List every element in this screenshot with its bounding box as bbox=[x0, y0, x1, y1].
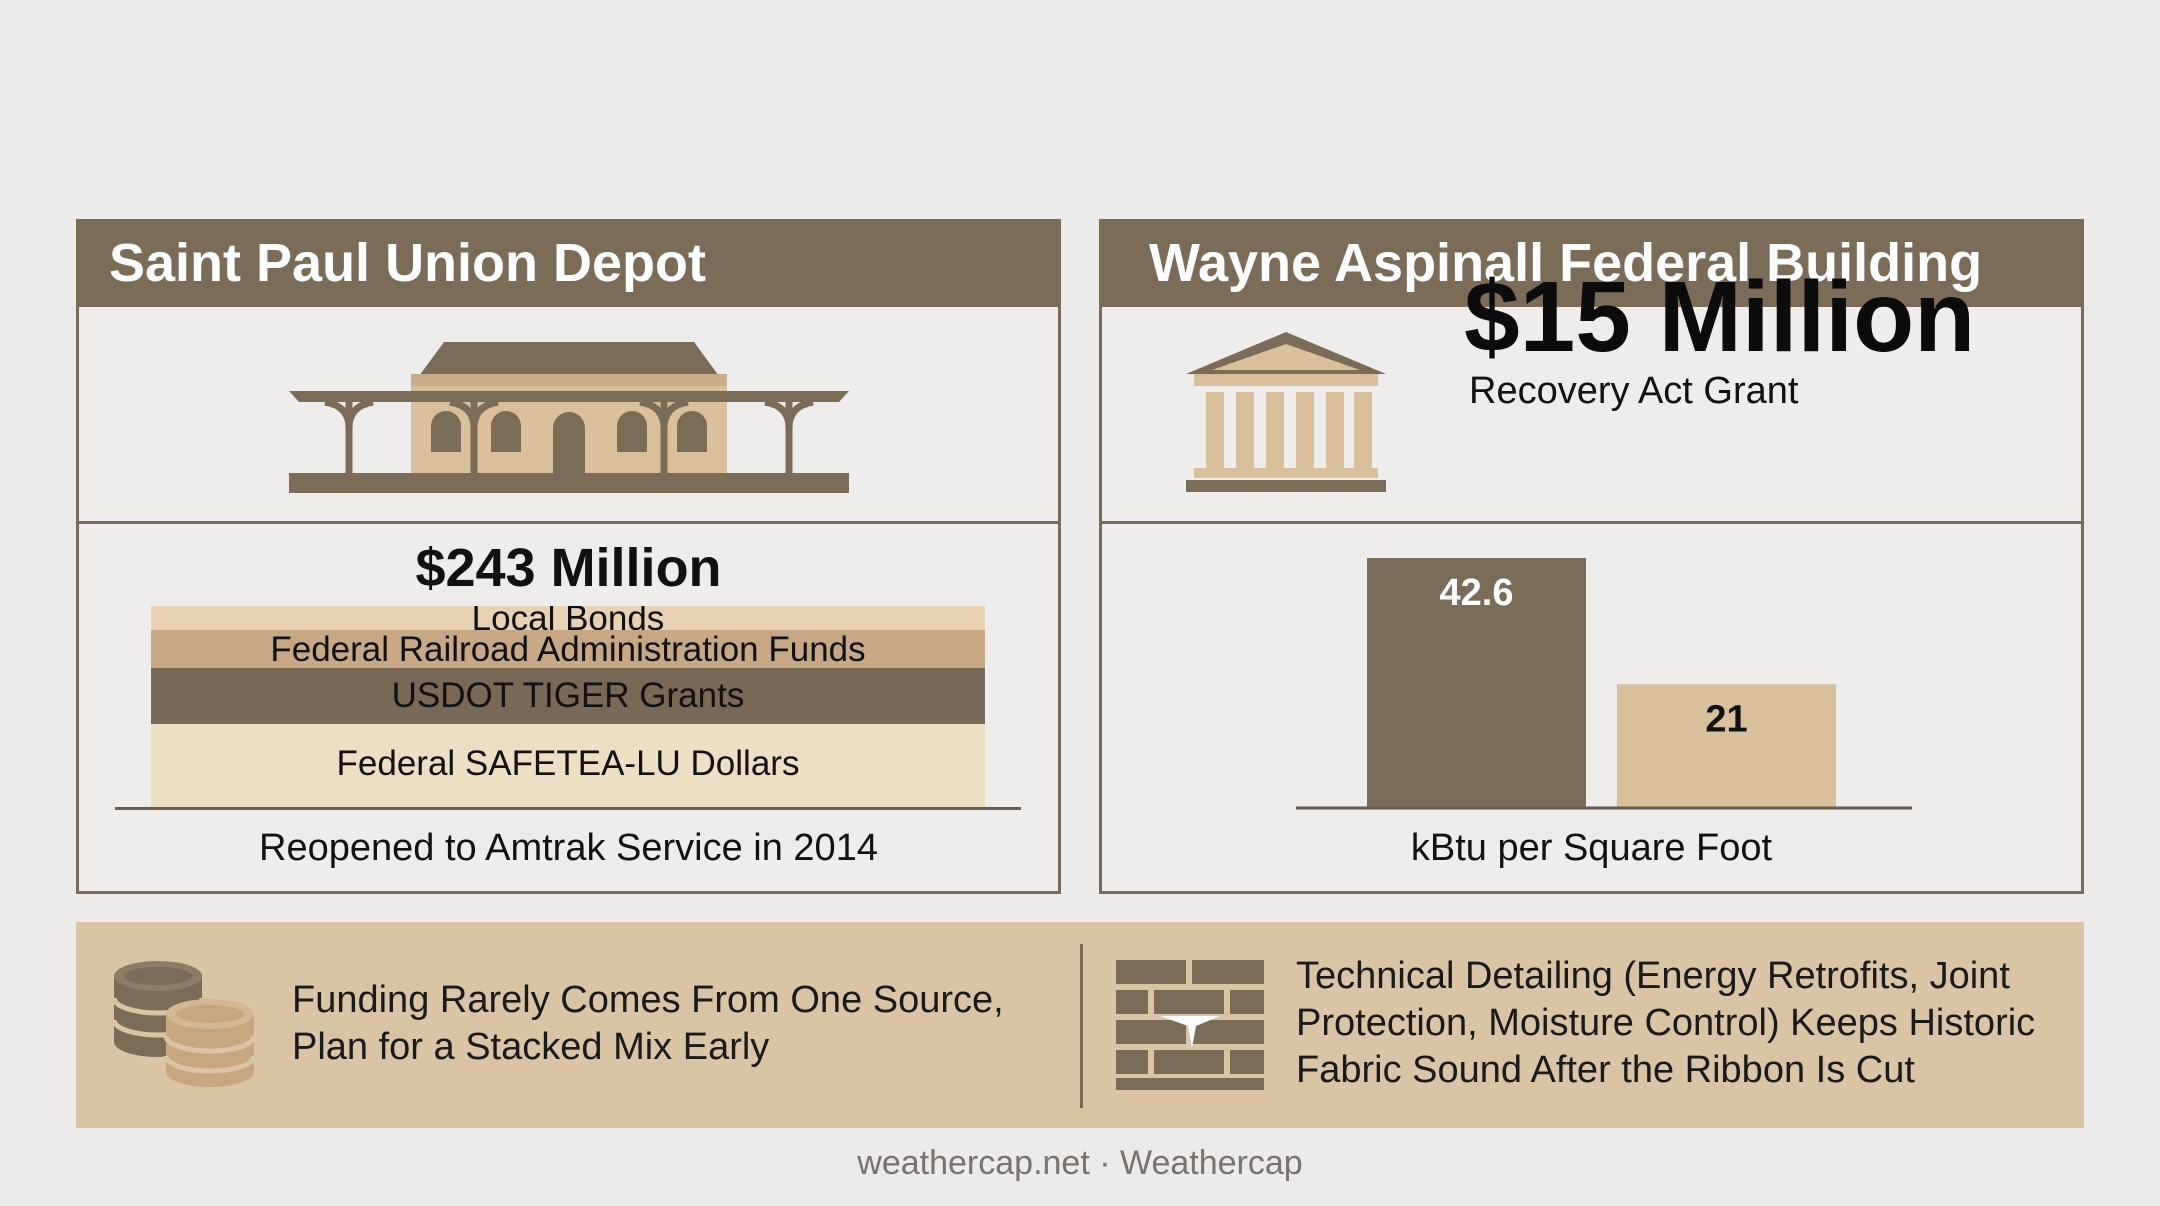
bar-value-label-0: 42.6 bbox=[1440, 572, 1514, 614]
funding-layer-label: Local Bonds bbox=[471, 606, 665, 630]
left-panel: Saint Paul Union Depot bbox=[76, 219, 1061, 894]
funding-layer-tiger-grants: USDOT TIGER Grants bbox=[151, 668, 985, 724]
brick-wall-icon bbox=[1116, 960, 1264, 1090]
funding-layer-safetea-lu: Federal SAFETEA-LU Dollars bbox=[151, 724, 985, 807]
footer-credit: weathercap.net · Weathercap bbox=[857, 1144, 1303, 1182]
funding-layer-label: Federal SAFETEA-LU Dollars bbox=[336, 744, 800, 783]
left-total-amount: $243 Million bbox=[415, 538, 722, 598]
stack-baseline bbox=[115, 807, 1021, 810]
banner-divider bbox=[1080, 944, 1083, 1108]
funding-layer-label: USDOT TIGER Grants bbox=[391, 676, 745, 715]
funding-layer-label: Federal Railroad Administration Funds bbox=[270, 630, 866, 668]
bar-1 bbox=[1617, 684, 1836, 807]
federal-building-icon bbox=[1184, 330, 1388, 495]
right-panel-divider bbox=[1102, 521, 2081, 524]
left-caption: Reopened to Amtrak Service in 2014 bbox=[259, 827, 878, 869]
right-grant-amount: $15 Million bbox=[1464, 261, 1976, 373]
left-panel-title: Saint Paul Union Depot bbox=[76, 219, 1061, 307]
bar-0 bbox=[1367, 558, 1586, 807]
left-panel-divider bbox=[79, 521, 1058, 524]
detailing-takeaway-text: Technical Detailing (Energy Retrofits, J… bbox=[1296, 955, 2036, 1091]
right-panel-title: Wayne Aspinall Federal Building bbox=[1099, 219, 2084, 307]
chart-xlabel: kBtu per Square Foot bbox=[1410, 827, 1773, 869]
train-station-icon bbox=[289, 340, 849, 495]
bar-value-label-1: 21 bbox=[1705, 698, 1747, 740]
funding-takeaway-text: Funding Rarely Comes From One Source, Pl… bbox=[292, 979, 1004, 1068]
takeaway-banner: Funding Rarely Comes From One Source, Pl… bbox=[76, 922, 2084, 1128]
funding-layer-fra-funds: Federal Railroad Administration Funds bbox=[151, 630, 985, 668]
right-panel: Wayne Aspinall Federal Building $15 Mill… bbox=[1099, 219, 2084, 894]
coin-stack-icon bbox=[110, 958, 258, 1092]
funding-layer-local-bonds: Local Bonds bbox=[151, 606, 985, 630]
energy-use-bar-chart: 42.6 21 bbox=[1296, 558, 1912, 810]
grant-label: Recovery Act Grant bbox=[1469, 370, 1799, 412]
